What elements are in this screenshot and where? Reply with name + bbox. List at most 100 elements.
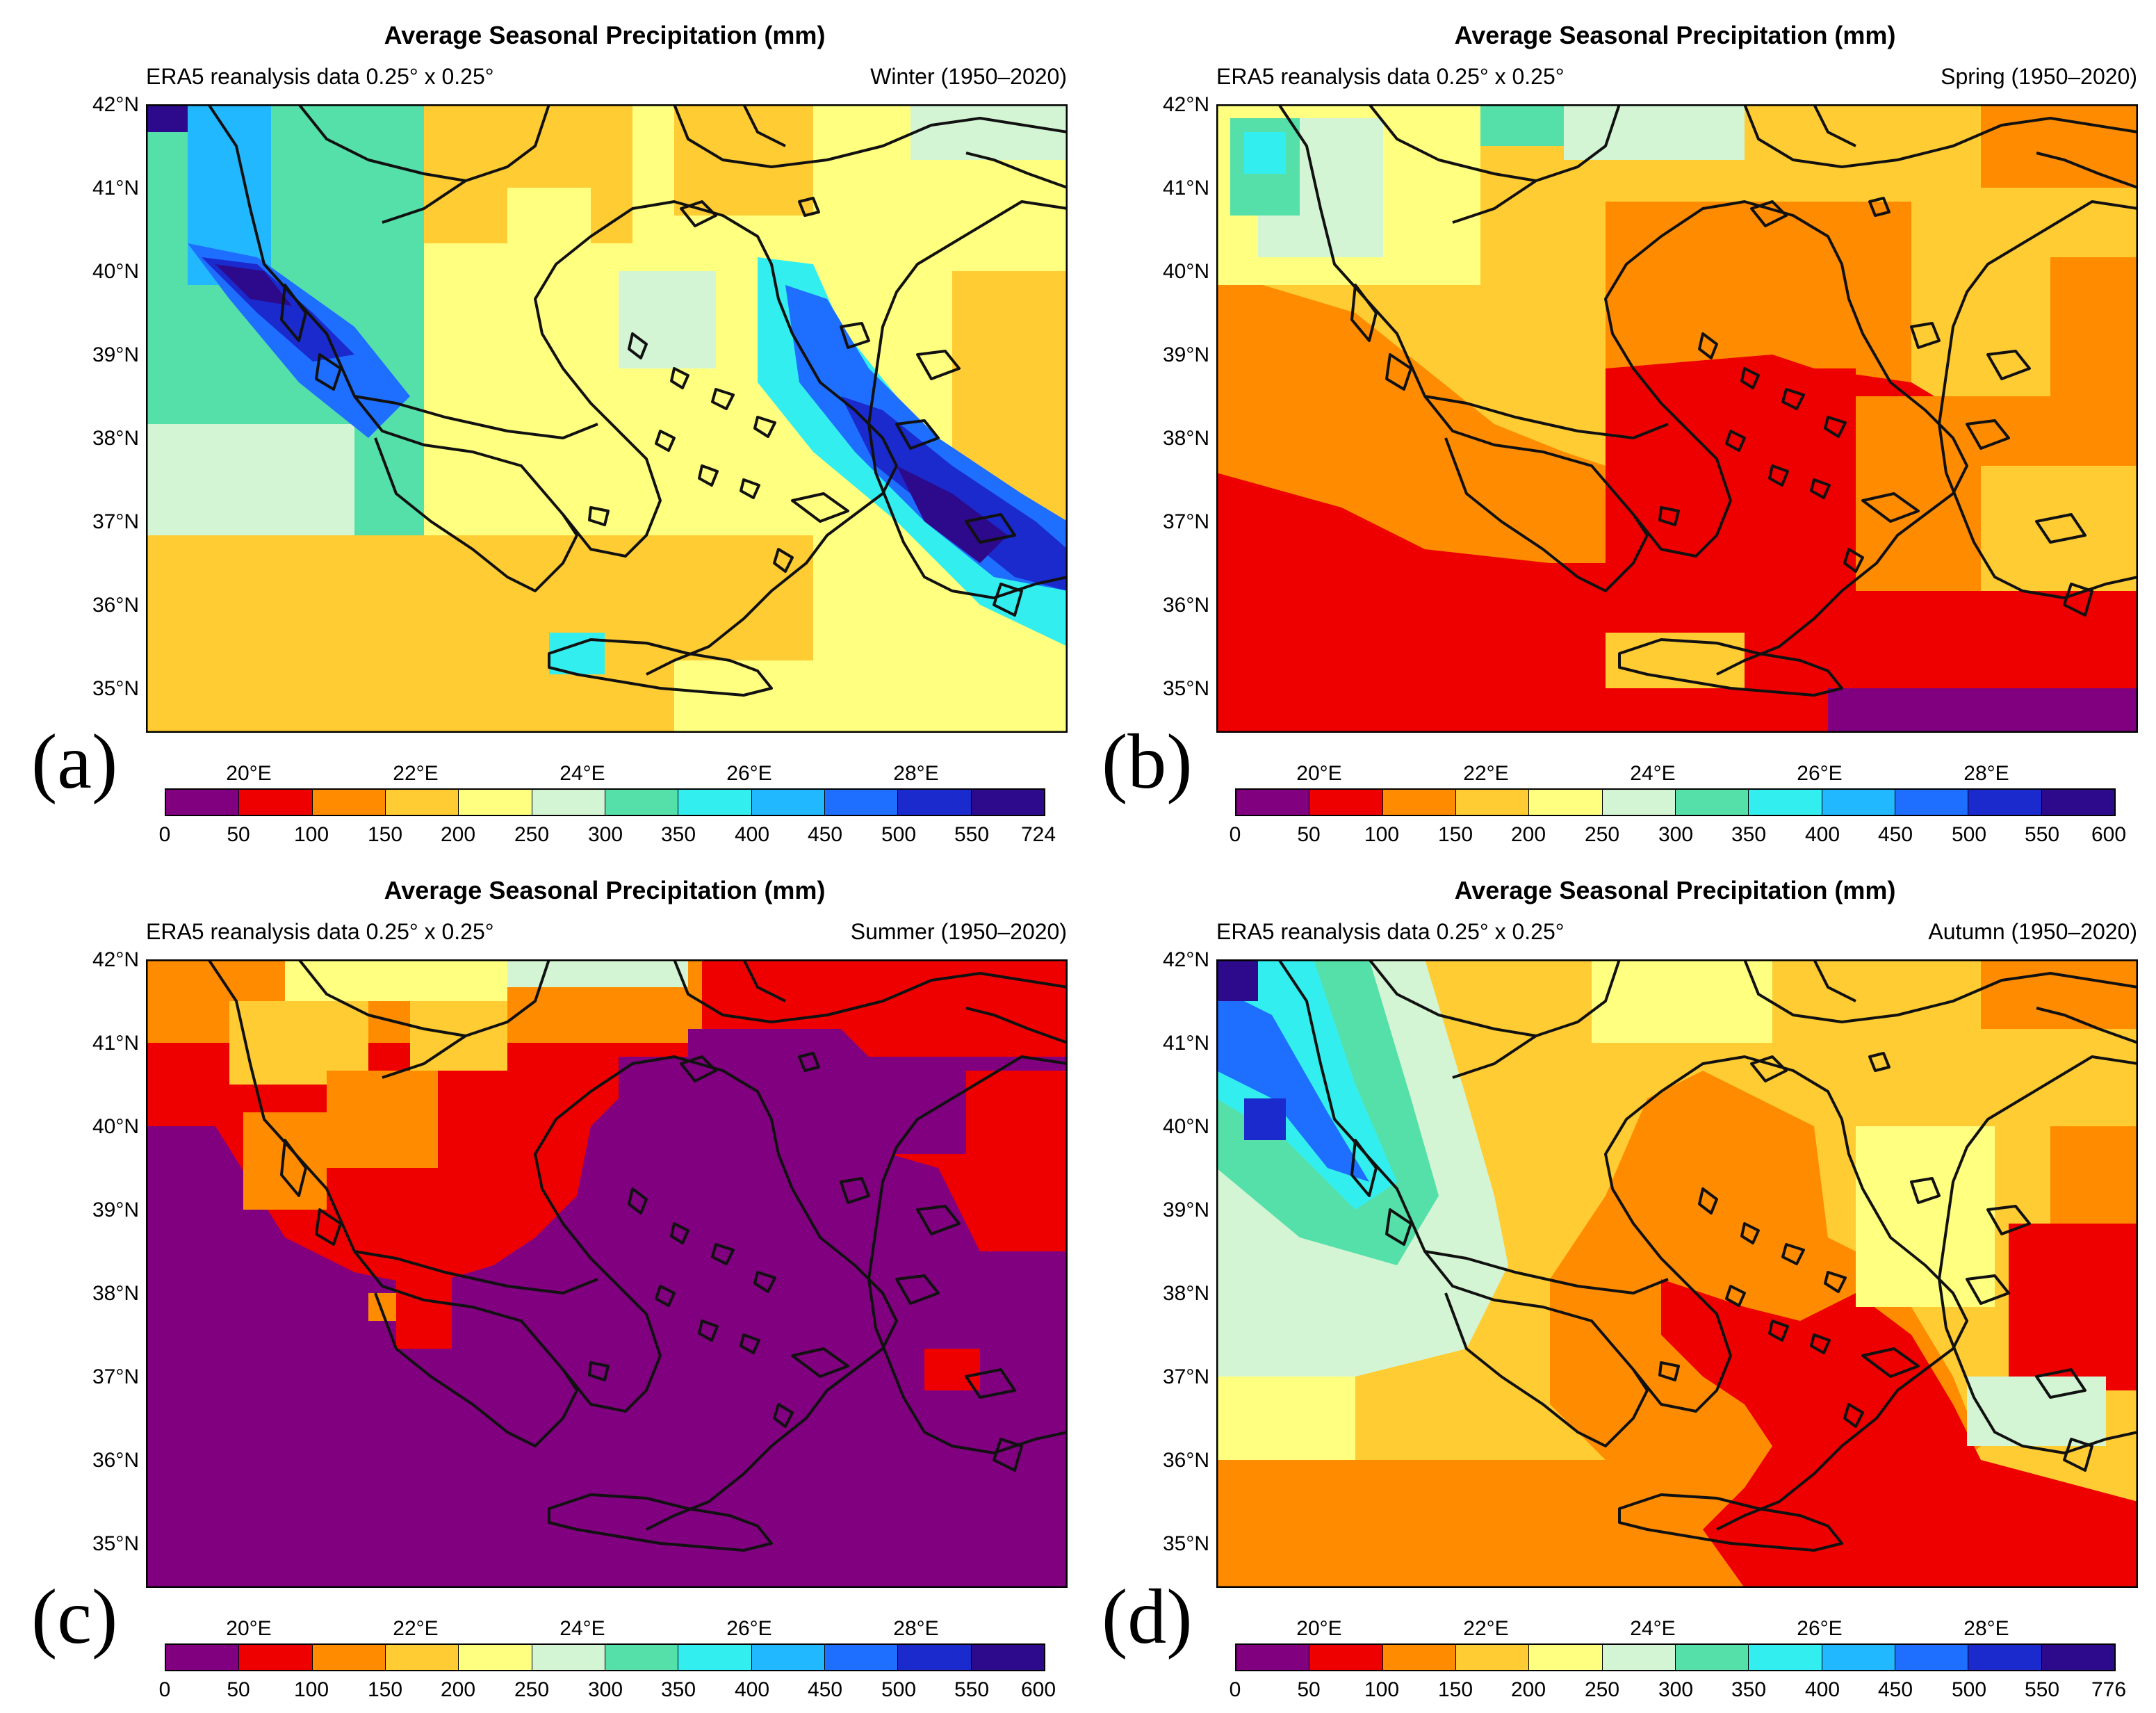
colorbar-tick: 300 xyxy=(587,1678,623,1701)
colorbar-swatch xyxy=(312,790,386,815)
panel-label: (a) xyxy=(31,719,118,805)
colorbar-tick: 250 xyxy=(1584,1678,1620,1701)
lat-tick-label: 37°N xyxy=(92,510,139,533)
panel-label: (d) xyxy=(1102,1574,1193,1660)
colorbar-swatch xyxy=(385,790,459,815)
colorbar-tick: 0 xyxy=(1229,1678,1241,1701)
colorbar-swatch xyxy=(678,1645,752,1670)
lat-tick-label: 41°N xyxy=(92,1032,139,1055)
colorbar-tick: 250 xyxy=(1584,823,1620,846)
colorbar-tick: 0 xyxy=(158,1678,171,1701)
colorbar-swatch xyxy=(239,1645,313,1670)
colorbar-swatch xyxy=(1675,790,1749,815)
lon-tick-label: 20°E xyxy=(226,1617,272,1640)
colorbar-swatch xyxy=(239,790,313,815)
lon-tick-label: 26°E xyxy=(1797,762,1843,785)
colorbar-swatch xyxy=(1822,1645,1895,1670)
lat-tick-label: 39°N xyxy=(92,343,139,366)
lon-tick-label: 24°E xyxy=(560,762,605,785)
colorbar-swatch xyxy=(678,790,752,815)
lat-tick-label: 41°N xyxy=(1162,1032,1209,1055)
colorbar-tick: 300 xyxy=(587,823,623,846)
colorbar-swatch xyxy=(1895,790,1969,815)
lat-tick-label: 37°N xyxy=(1162,1365,1209,1388)
colorbar-tick: 150 xyxy=(367,1678,403,1701)
colorbar-swatch xyxy=(605,790,679,815)
colorbar-tick: 300 xyxy=(1658,1678,1694,1701)
panel-summer: Average Seasonal Precipitation (mm) ERA5… xyxy=(0,855,1070,1703)
colorbar-swatch xyxy=(751,790,825,815)
lat-tick-label: 39°N xyxy=(1162,1199,1209,1221)
lat-tick-label: 40°N xyxy=(92,260,139,283)
colorbar-swatch xyxy=(1382,790,1456,815)
lon-tick-label: 26°E xyxy=(1797,1617,1843,1640)
panel-label: (c) xyxy=(31,1574,118,1660)
colorbar-swatch xyxy=(824,1645,899,1670)
dataset-label: ERA5 reanalysis data 0.25° x 0.25° xyxy=(1216,64,1565,89)
colorbar-tick: 400 xyxy=(734,1678,770,1701)
colorbar-swatch xyxy=(1309,1645,1383,1670)
season-label: Autumn (1950–2020) xyxy=(1928,919,2137,944)
colorbar-tick: 350 xyxy=(660,823,696,846)
colorbar-swatch xyxy=(1675,1645,1749,1670)
lat-tick-label: 41°N xyxy=(92,177,139,200)
lon-tick-label: 26°E xyxy=(726,1617,772,1640)
colorbar-swatch xyxy=(971,1645,1044,1670)
panel-title: Average Seasonal Precipitation (mm) xyxy=(1454,21,1896,49)
colorbar-tick: 500 xyxy=(1951,1678,1987,1701)
lat-tick-label: 40°N xyxy=(92,1115,139,1138)
lon-tick-label: 28°E xyxy=(1963,762,2009,785)
colorbar-swatch xyxy=(1602,790,1676,815)
lat-tick-label: 35°N xyxy=(1162,677,1209,700)
colorbar-tick: 250 xyxy=(514,1678,550,1701)
colorbar-tick: 776 xyxy=(2091,1678,2127,1701)
lon-tick-label: 20°E xyxy=(226,762,272,785)
lon-tick-label: 24°E xyxy=(1630,1617,1676,1640)
colorbar-swatch xyxy=(1236,1645,1310,1670)
colorbar xyxy=(1235,788,2116,816)
season-label: Winter (1950–2020) xyxy=(870,64,1067,89)
colorbar-tick: 150 xyxy=(1437,823,1473,846)
colorbar-swatch xyxy=(1822,790,1895,815)
colorbar-tick: 350 xyxy=(1731,823,1767,846)
lon-tick-label: 20°E xyxy=(1296,762,1342,785)
colorbar-tick: 50 xyxy=(227,823,250,846)
colorbar-swatch xyxy=(898,790,972,815)
lat-tick-label: 42°N xyxy=(1162,948,1209,971)
lat-tick-label: 36°N xyxy=(1162,1449,1209,1472)
colorbar-swatch xyxy=(605,1645,679,1670)
lat-tick-label: 38°N xyxy=(92,427,139,450)
precipitation-map xyxy=(1216,104,2138,733)
lat-tick-label: 41°N xyxy=(1162,177,1209,200)
colorbar-swatch xyxy=(459,1645,532,1670)
lat-tick-label: 35°N xyxy=(92,1532,139,1555)
colorbar-tick: 400 xyxy=(1804,1678,1840,1701)
lat-tick-label: 39°N xyxy=(92,1199,139,1221)
lat-tick-label: 42°N xyxy=(1162,93,1209,116)
lat-tick-label: 40°N xyxy=(1162,260,1209,283)
lon-tick-label: 28°E xyxy=(1963,1617,2009,1640)
colorbar-swatch xyxy=(1455,790,1530,815)
colorbar-tick: 600 xyxy=(2091,823,2127,846)
lat-tick-label: 38°N xyxy=(92,1282,139,1305)
colorbar-tick: 550 xyxy=(954,823,990,846)
colorbar-tick: 350 xyxy=(1731,1678,1767,1701)
colorbar-swatch xyxy=(1968,1645,2042,1670)
lat-tick-label: 39°N xyxy=(1162,343,1209,366)
colorbar-swatch xyxy=(532,1645,605,1670)
colorbar-tick: 200 xyxy=(440,1678,476,1701)
panel-spring: Average Seasonal Precipitation (mm) ERA5… xyxy=(1070,0,2141,848)
colorbar-tick: 500 xyxy=(1951,823,1987,846)
colorbar-tick: 500 xyxy=(881,823,917,846)
colorbar-tick: 100 xyxy=(1364,1678,1400,1701)
colorbar-swatch xyxy=(1529,1645,1603,1670)
colorbar-tick: 724 xyxy=(1020,823,1056,846)
colorbar-tick: 200 xyxy=(1510,1678,1546,1701)
panel-title: Average Seasonal Precipitation (mm) xyxy=(384,876,826,904)
lon-tick-label: 26°E xyxy=(726,762,772,785)
colorbar-swatch xyxy=(2041,1645,2114,1670)
lon-tick-label: 22°E xyxy=(1463,1617,1509,1640)
colorbar-swatch xyxy=(1529,790,1603,815)
panel-label: (b) xyxy=(1102,719,1193,805)
colorbar-tick: 550 xyxy=(2024,823,2060,846)
